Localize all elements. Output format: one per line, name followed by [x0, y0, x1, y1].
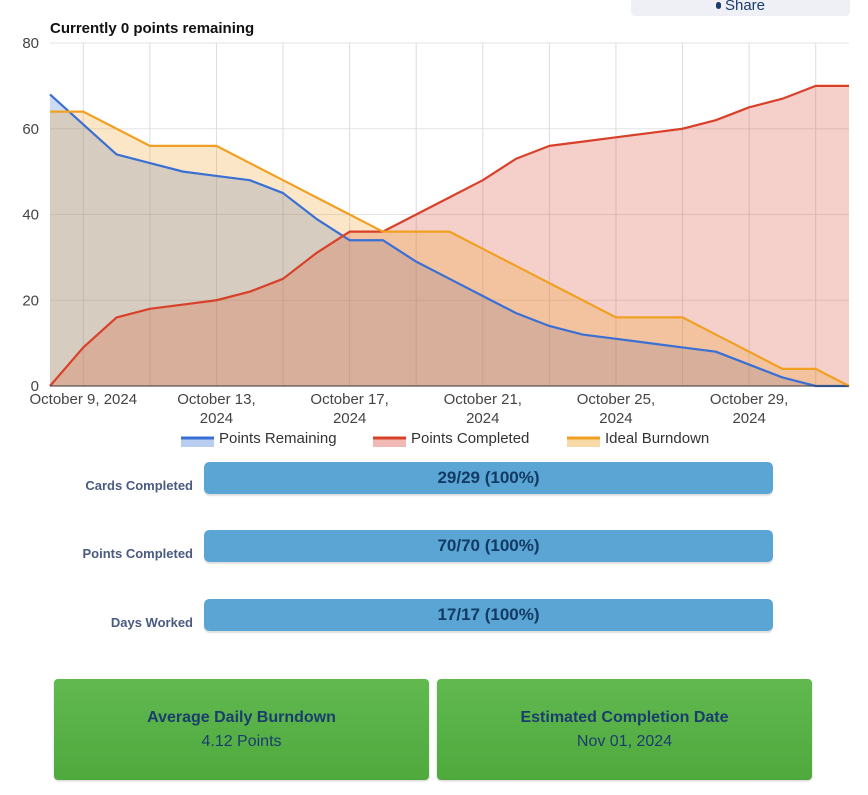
legend-label: Points Remaining — [219, 430, 337, 447]
stat-label: Points Completed — [82, 546, 193, 561]
x-tick-label: October 21, 2024 — [444, 391, 522, 427]
share-button[interactable]: Share — [631, 0, 850, 16]
progress-fill — [204, 599, 773, 631]
progress-bar: 29/29 (100%) — [204, 462, 773, 494]
burndown-chart: 0 20 40 60 80 October 9, 2024 October 13, 2024 O… — [22, 35, 850, 447]
card-value: Nov 01, 2024 — [576, 733, 673, 750]
series-area — [50, 94, 849, 386]
legend-label: Ideal Burndown — [605, 430, 709, 447]
share-label: Share — [724, 0, 766, 14]
x-tick-label: October 17, 2024 — [310, 391, 388, 427]
y-tick-label: 20 — [22, 292, 39, 309]
stat-row-points: Points Completed 70/70 (100%) — [0, 530, 868, 570]
card-title: Estimated Completion Date — [520, 709, 729, 726]
progress-text: 29/29 (100%) — [437, 468, 540, 487]
card-title: Average Daily Burndown — [147, 709, 336, 726]
x-tick-label: October 29, 2024 — [710, 391, 788, 427]
series-line — [49, 84, 849, 387]
legend-swatch — [373, 438, 406, 447]
progress-bar: 70/70 (100%) — [204, 530, 773, 562]
series-line — [49, 93, 849, 388]
x-tick-label: October 9, 2024 — [30, 391, 138, 408]
progress-bar: 17/17 (100%) — [204, 599, 773, 631]
x-tick-label: October 25, 2024 — [577, 391, 655, 427]
series-area — [50, 85, 849, 386]
progress-fill — [204, 530, 773, 562]
average-daily-burndown-card: Average Daily Burndown 4.12 Points — [54, 679, 429, 780]
points-remaining-headline: Currently 0 points remaining — [50, 20, 255, 37]
y-tick-label: 0 — [31, 378, 39, 395]
legend-swatch — [181, 438, 214, 447]
legend-label: Points Completed — [411, 430, 529, 447]
progress-text: 70/70 (100%) — [437, 536, 540, 555]
location-pin-icon — [715, 1, 721, 9]
stat-row-cards: Cards Completed 29/29 (100%) — [0, 462, 868, 502]
legend-swatch — [567, 438, 600, 447]
card-value: 4.12 Points — [201, 733, 282, 750]
stat-label: Cards Completed — [85, 478, 193, 493]
progress-text: 17/17 (100%) — [437, 605, 540, 624]
series-line — [50, 110, 850, 387]
stat-row-days: Days Worked 17/17 (100%) — [0, 599, 868, 639]
x-tick-label: October 13, 2024 — [177, 391, 255, 427]
progress-fill — [204, 462, 773, 494]
y-tick-label: 80 — [22, 35, 39, 52]
y-tick-label: 60 — [22, 121, 39, 138]
y-tick-label: 40 — [22, 207, 39, 224]
stat-label: Days Worked — [110, 615, 193, 630]
estimated-completion-card: Estimated Completion Date Nov 01, 2024 — [437, 679, 812, 780]
